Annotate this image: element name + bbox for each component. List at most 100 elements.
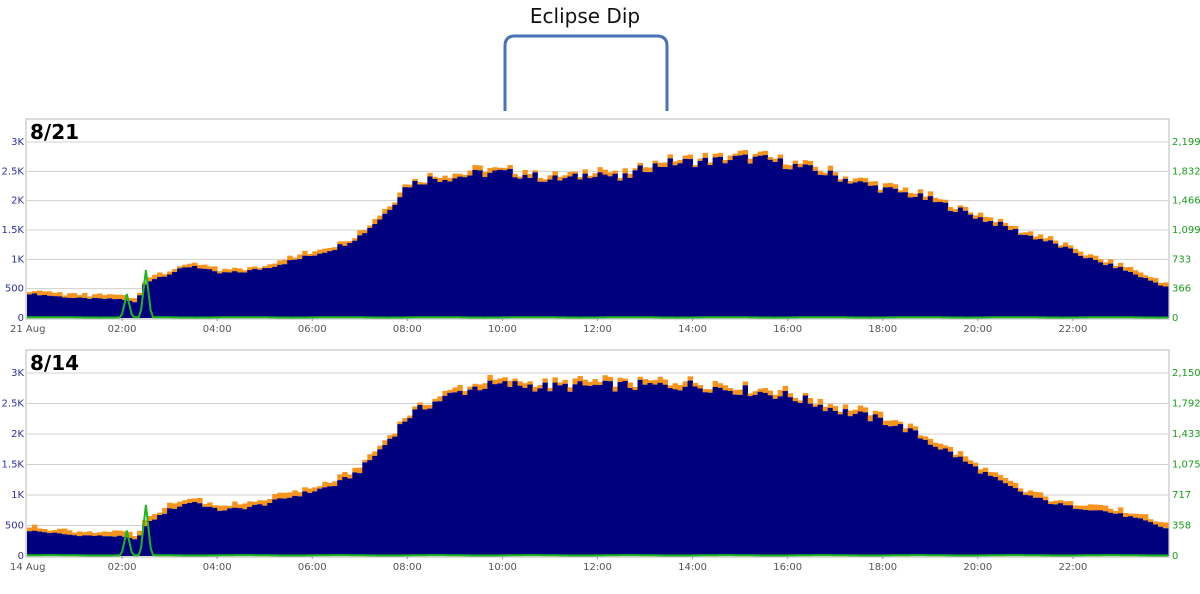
bar-top xyxy=(197,264,203,269)
bar xyxy=(92,535,98,556)
bar xyxy=(772,398,779,556)
bar-top xyxy=(502,167,508,171)
bar-top xyxy=(1032,491,1039,498)
bar xyxy=(1027,235,1034,318)
bar-top xyxy=(97,293,103,299)
bar xyxy=(212,271,218,318)
bar xyxy=(747,163,754,318)
bar-top xyxy=(512,173,518,178)
bar-top xyxy=(1152,521,1159,525)
bar xyxy=(522,387,528,556)
bar xyxy=(817,404,824,556)
y-right-tick-label: 0 xyxy=(1172,551,1178,562)
bar-top xyxy=(192,498,198,502)
bar-top xyxy=(262,266,268,269)
bar-top xyxy=(27,527,33,532)
bar-top xyxy=(682,381,688,387)
bar xyxy=(207,506,213,556)
bar-top xyxy=(332,481,338,487)
bar-top xyxy=(727,388,734,391)
bar xyxy=(447,181,453,318)
bar xyxy=(577,381,583,556)
bar xyxy=(192,265,198,318)
bar xyxy=(217,273,223,318)
bar xyxy=(642,384,648,556)
bar-top xyxy=(247,267,253,271)
bar-top xyxy=(1022,492,1029,495)
bar-top xyxy=(162,507,168,514)
bar-top xyxy=(1027,490,1034,496)
bar-top xyxy=(642,379,648,385)
bar-top xyxy=(952,209,959,212)
bar xyxy=(1067,505,1074,556)
bar xyxy=(37,531,43,556)
bar xyxy=(367,227,373,318)
bar xyxy=(107,298,113,318)
bar-top xyxy=(122,295,128,301)
bar-top xyxy=(57,292,63,297)
bar-top xyxy=(347,474,353,479)
bar-top xyxy=(812,404,819,407)
bar xyxy=(1112,268,1119,318)
y-right-tick-label: 358 xyxy=(1172,521,1191,532)
bar-top xyxy=(377,445,383,450)
bar-top xyxy=(1007,480,1014,486)
bar-top xyxy=(242,270,248,273)
bar xyxy=(602,380,608,556)
bar xyxy=(562,383,568,556)
bar xyxy=(257,269,263,318)
bar-top xyxy=(312,487,318,492)
bar-top xyxy=(907,423,914,429)
bar xyxy=(387,438,393,556)
bar-top xyxy=(1092,504,1099,511)
bar xyxy=(157,276,163,318)
bar-top xyxy=(1002,222,1009,226)
bar-top xyxy=(437,396,443,402)
bar xyxy=(1027,495,1034,556)
bar-top xyxy=(782,164,789,170)
bar-top xyxy=(232,501,238,508)
x-tick-label: 02:00 xyxy=(108,324,137,335)
y-left-tick-label: 500 xyxy=(5,284,24,295)
bar-top xyxy=(602,169,608,175)
bar xyxy=(1017,491,1024,556)
bar xyxy=(877,192,884,318)
bar xyxy=(382,213,388,318)
bar xyxy=(182,504,188,556)
bar xyxy=(347,243,353,318)
bar xyxy=(332,250,338,318)
bar xyxy=(222,272,228,318)
bar-top xyxy=(742,381,749,386)
bar-top xyxy=(167,271,173,275)
bar xyxy=(267,268,273,318)
bar xyxy=(787,397,794,556)
bar-top xyxy=(697,384,703,389)
bar xyxy=(947,451,954,556)
x-tick-label: 16:00 xyxy=(773,562,802,573)
bar-top xyxy=(112,294,118,300)
bar xyxy=(282,498,288,556)
bar-top xyxy=(542,378,548,383)
bar xyxy=(277,498,283,556)
bar-top xyxy=(562,175,568,179)
bar xyxy=(97,535,103,556)
bar-top xyxy=(597,167,603,173)
bar-top xyxy=(282,492,288,499)
bar-top xyxy=(57,528,63,534)
bar-top xyxy=(317,486,323,489)
bar xyxy=(607,381,613,556)
chart-title: 8/14 xyxy=(30,351,79,375)
bar-top xyxy=(1062,242,1069,247)
bar-top xyxy=(912,426,919,431)
bar xyxy=(347,478,353,556)
bar xyxy=(832,175,839,318)
bar xyxy=(1112,513,1119,556)
bar-top xyxy=(507,165,513,169)
bar xyxy=(342,477,348,556)
bar-top xyxy=(797,163,804,168)
bar xyxy=(1157,285,1164,318)
bar xyxy=(702,157,708,318)
bar xyxy=(287,497,293,556)
bar-top xyxy=(157,512,163,516)
bar xyxy=(607,176,613,318)
